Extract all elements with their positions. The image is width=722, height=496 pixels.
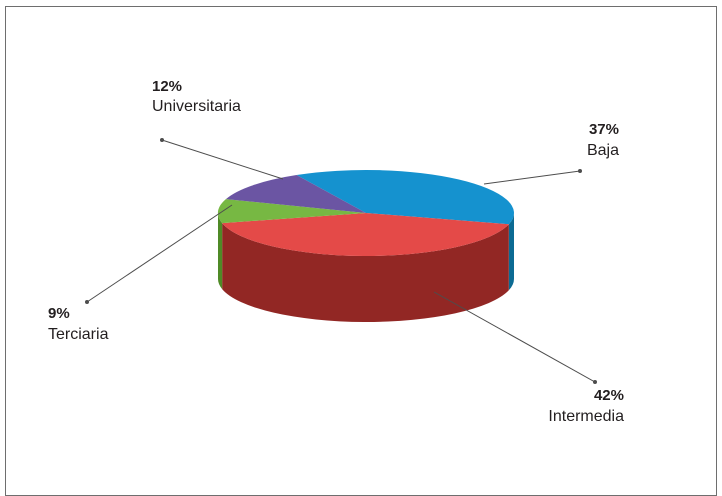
label-name-universitaria: Universitaria — [152, 98, 241, 115]
leader-dot-intermedia — [593, 380, 597, 384]
pie-slice-baja — [296, 169, 514, 225]
leader-dot-terciaria — [85, 300, 89, 304]
pie-side-baja — [508, 213, 514, 291]
label-percent-intermedia: 42% — [594, 387, 624, 404]
pie-slice-terciaria — [217, 199, 366, 224]
leader-line-terciaria — [86, 204, 233, 303]
label-name-terciaria: Terciaria — [48, 326, 109, 343]
leader-dot-universitaria — [160, 138, 164, 142]
pie-slice-universitaria — [225, 175, 366, 213]
leader-lines — [85, 138, 597, 384]
label-percent-baja: 37% — [589, 121, 619, 138]
label-percent-universitaria: 12% — [152, 78, 182, 95]
leader-line-intermedia — [433, 291, 596, 383]
leader-line-universitaria — [161, 139, 284, 180]
leader-dot-baja — [578, 169, 582, 173]
pie-side-terciaria — [218, 213, 223, 290]
pie-slices — [217, 169, 514, 257]
label-name-baja: Baja — [587, 142, 619, 159]
pie-side-intermedia — [222, 223, 509, 322]
pie-slice-intermedia — [222, 213, 509, 257]
leader-line-baja — [483, 170, 581, 185]
pie-sides — [218, 213, 514, 322]
label-percent-terciaria: 9% — [48, 305, 70, 322]
label-name-intermedia: Intermedia — [548, 408, 624, 425]
